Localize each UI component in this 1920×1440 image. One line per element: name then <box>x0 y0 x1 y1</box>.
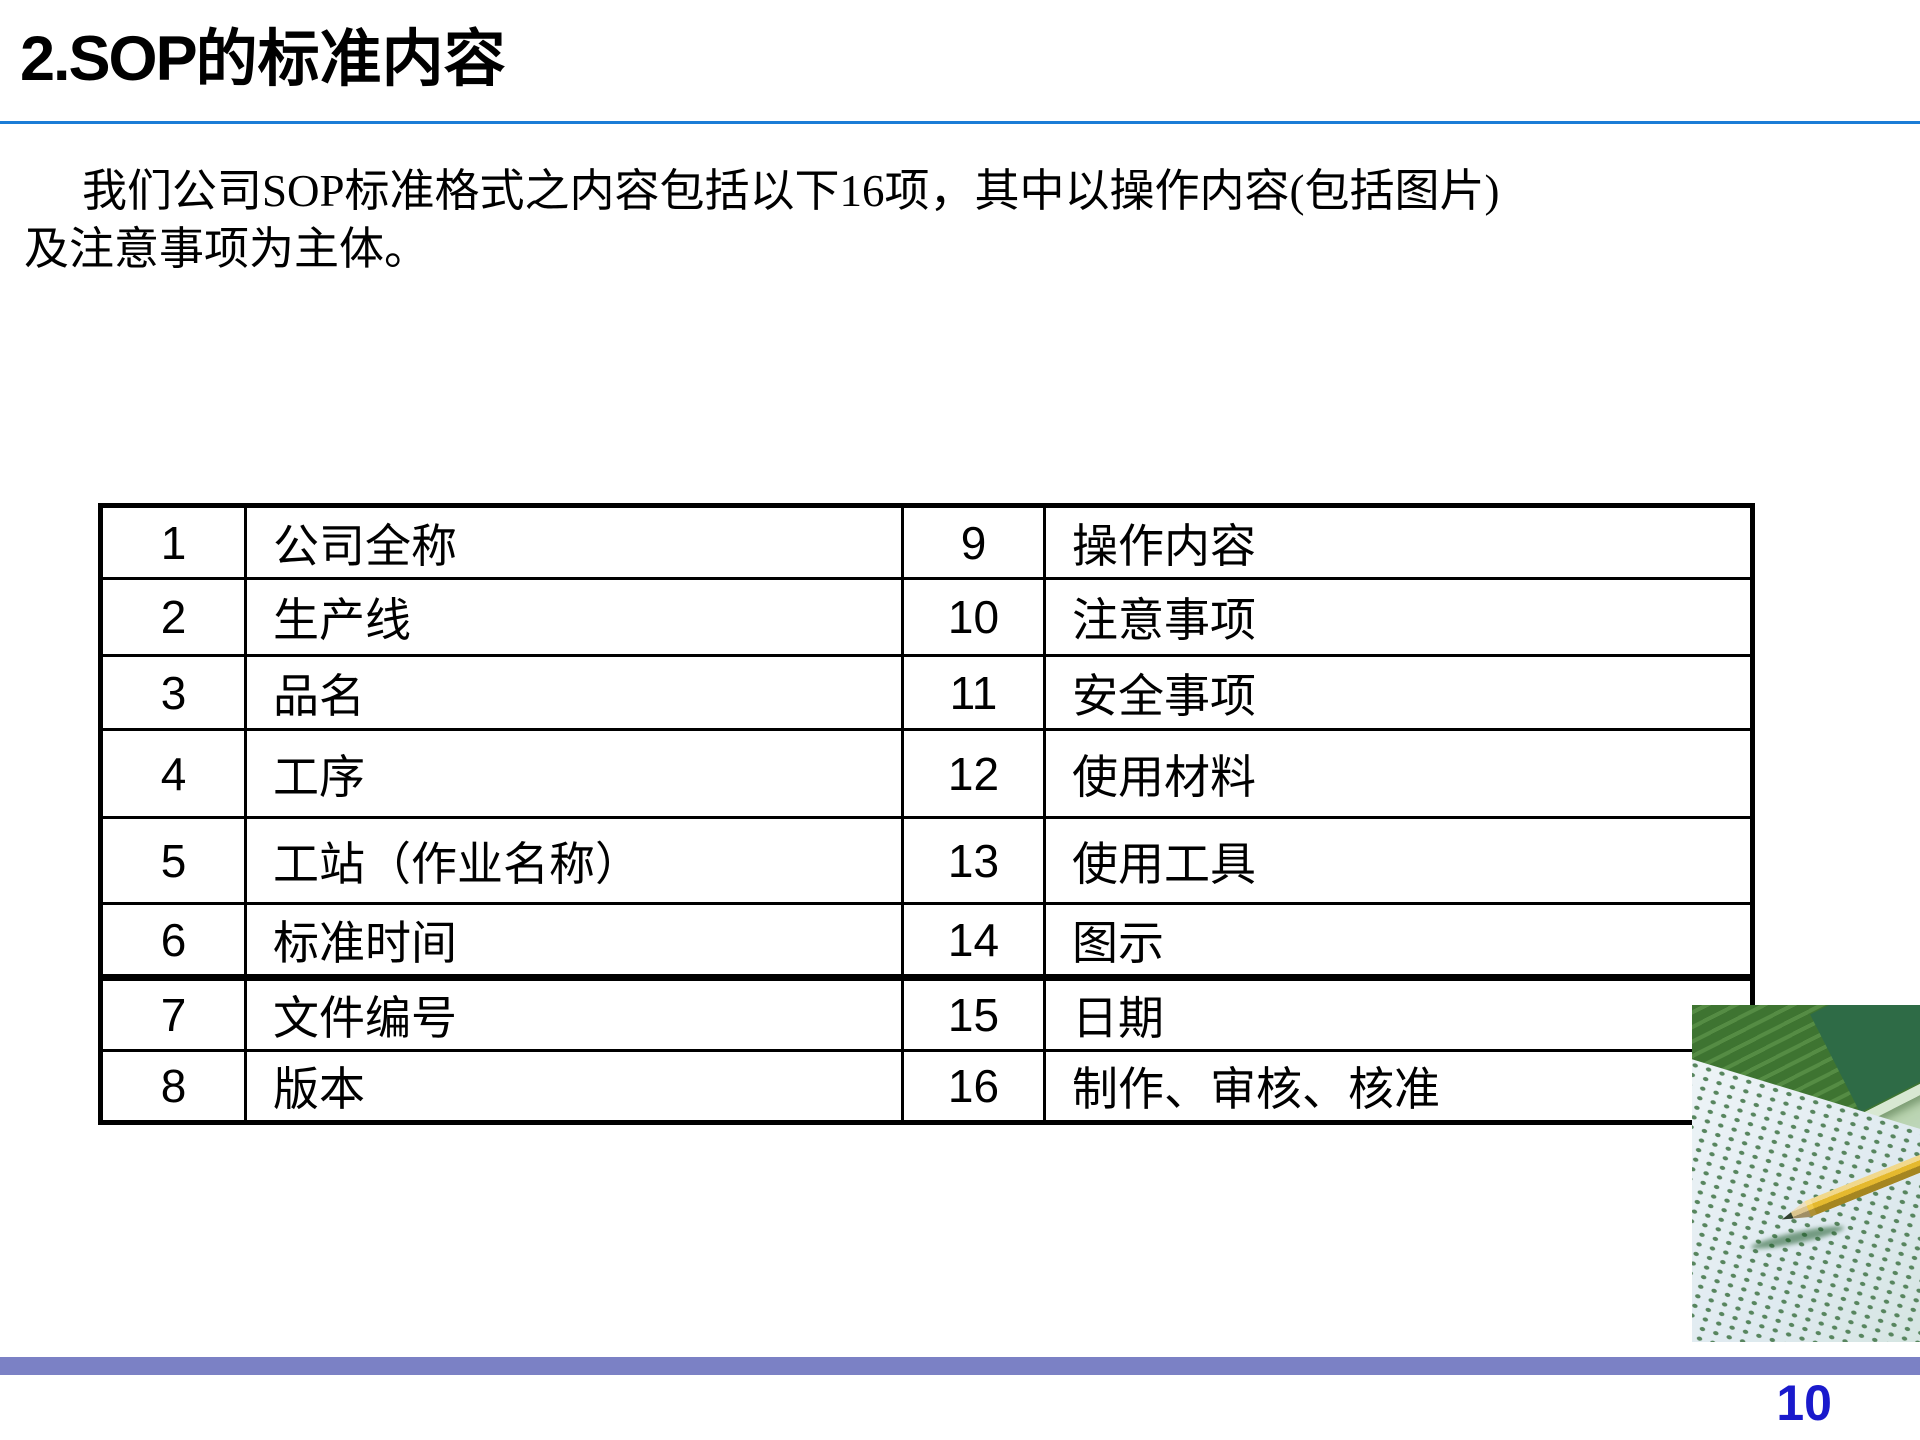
item-label: 工站（作业名称） <box>244 816 904 905</box>
item-number: 16 <box>901 1049 1046 1124</box>
item-label: 安全事项 <box>1043 654 1754 731</box>
item-number: 9 <box>901 504 1046 580</box>
table-row: 3 品名 11 安全事项 <box>99 654 1754 731</box>
item-number: 13 <box>901 816 1046 905</box>
item-number: 8 <box>99 1049 247 1124</box>
item-number: 1 <box>99 504 247 580</box>
item-number: 2 <box>99 577 247 657</box>
item-number: 6 <box>99 902 247 981</box>
intro-line-1: 我们公司SOP标准格式之内容包括以下16项，其中以操作内容(包括图片) <box>82 166 1500 216</box>
sop-items-table: 1 公司全称 9 操作内容 2 生产线 10 注意事项 3 品名 11 安全事项… <box>98 503 1755 1125</box>
intro-paragraph: 我们公司SOP标准格式之内容包括以下16项，其中以操作内容(包括图片) 及注意事… <box>24 162 1524 278</box>
item-label: 操作内容 <box>1043 504 1754 580</box>
table-row: 6 标准时间 14 图示 <box>99 902 1754 981</box>
item-label: 使用材料 <box>1043 728 1754 819</box>
item-number: 12 <box>901 728 1046 819</box>
item-number: 4 <box>99 728 247 819</box>
title-underline-rule <box>0 121 1920 124</box>
item-label: 公司全称 <box>244 504 904 580</box>
page-number: 10 <box>1776 1375 1832 1431</box>
table-row: 1 公司全称 9 操作内容 <box>99 504 1754 580</box>
item-number: 7 <box>99 976 247 1052</box>
item-label: 使用工具 <box>1043 816 1754 905</box>
item-number: 3 <box>99 654 247 731</box>
item-number: 5 <box>99 816 247 905</box>
item-number: 11 <box>901 654 1046 731</box>
footer-bar <box>0 1357 1920 1375</box>
page-title-prefix: 2.SOP <box>20 24 198 94</box>
answer-sheet-pencil-photo <box>1692 1005 1920 1342</box>
item-label: 生产线 <box>244 577 904 657</box>
item-label: 日期 <box>1043 976 1754 1052</box>
page-title-suffix: 的标准内容 <box>195 26 506 94</box>
item-number: 10 <box>901 577 1046 657</box>
item-label: 工序 <box>244 728 904 819</box>
item-label: 文件编号 <box>244 976 904 1052</box>
intro-line-2: 及注意事项为主体。 <box>24 224 430 274</box>
item-label: 图示 <box>1043 902 1754 981</box>
item-label: 版本 <box>244 1049 904 1124</box>
item-label: 品名 <box>244 654 904 731</box>
item-label: 标准时间 <box>244 902 904 981</box>
table-row: 8 版本 16 制作、审核、核准 <box>99 1049 1754 1124</box>
item-number: 14 <box>901 902 1046 981</box>
table-row: 7 文件编号 15 日期 <box>99 976 1754 1052</box>
item-label: 制作、审核、核准 <box>1043 1049 1754 1124</box>
item-number: 15 <box>901 976 1046 1052</box>
table-row: 2 生产线 10 注意事项 <box>99 577 1754 657</box>
table-row: 5 工站（作业名称） 13 使用工具 <box>99 816 1754 905</box>
table-row: 4 工序 12 使用材料 <box>99 728 1754 819</box>
page-title: 2.SOP的标准内容 <box>20 8 506 98</box>
item-label: 注意事项 <box>1043 577 1754 657</box>
